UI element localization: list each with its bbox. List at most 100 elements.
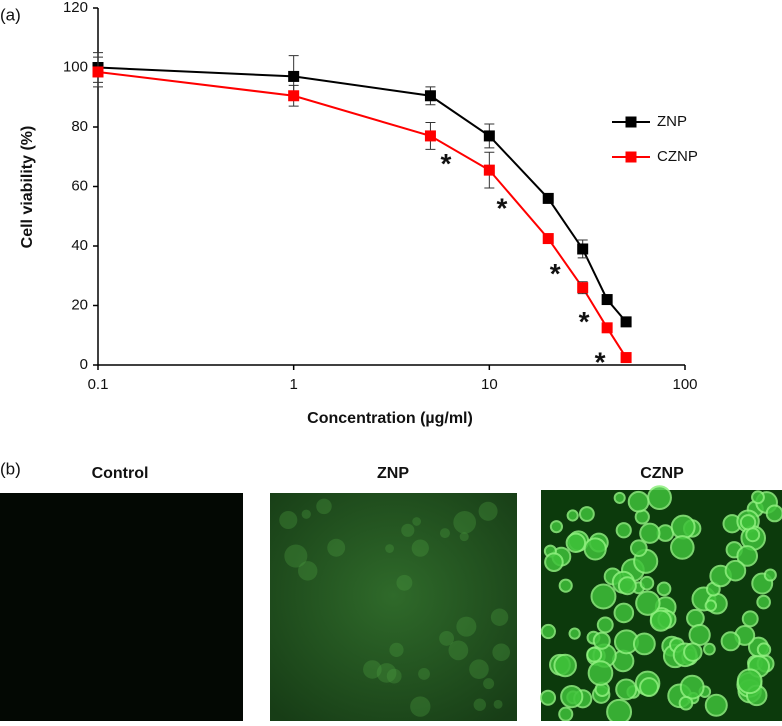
cell xyxy=(490,608,509,626)
y-tick-label: 0 xyxy=(80,356,88,373)
cell-dots xyxy=(279,485,782,725)
cell xyxy=(389,642,404,657)
marker xyxy=(577,243,589,255)
image-title: Control xyxy=(92,465,149,482)
cell xyxy=(679,674,705,700)
cell xyxy=(284,544,308,568)
cell xyxy=(456,616,477,637)
marker xyxy=(483,130,495,142)
cell xyxy=(297,561,318,581)
cell xyxy=(592,631,611,650)
cell xyxy=(448,640,469,661)
cell xyxy=(493,699,503,709)
cell xyxy=(751,490,765,505)
cell xyxy=(553,653,577,678)
marker xyxy=(542,192,554,204)
legend-label: ZNP xyxy=(657,113,687,130)
cell xyxy=(410,696,431,717)
image-title: CZNP xyxy=(640,465,684,482)
cell xyxy=(596,616,614,634)
cell xyxy=(327,538,346,557)
marker xyxy=(424,130,436,142)
cell xyxy=(627,490,650,513)
marker xyxy=(483,164,495,176)
cell xyxy=(615,678,638,701)
cell xyxy=(741,610,759,628)
cell xyxy=(649,609,672,632)
cell xyxy=(678,695,694,711)
cell xyxy=(629,539,648,558)
cell xyxy=(478,501,498,521)
cell xyxy=(720,631,741,652)
cell xyxy=(765,504,782,523)
series-line xyxy=(97,66,627,323)
marker xyxy=(288,90,300,102)
cell xyxy=(670,535,695,560)
cell xyxy=(558,578,573,593)
cell xyxy=(578,506,595,522)
x-tick-label: 0.1 xyxy=(88,376,109,393)
x-axis-label: Concentration (µg/ml) xyxy=(307,410,473,427)
series-line xyxy=(97,70,627,359)
y-tick-label: 120 xyxy=(63,0,88,16)
cell xyxy=(568,627,581,640)
annotation: * xyxy=(579,306,590,337)
control-image xyxy=(0,493,243,721)
cell xyxy=(418,668,430,680)
cell xyxy=(539,689,557,706)
cell xyxy=(385,544,395,553)
x-tick-label: 1 xyxy=(289,376,297,393)
cell xyxy=(549,520,564,534)
legend-marker xyxy=(625,151,637,163)
cell xyxy=(386,668,402,684)
cell xyxy=(473,698,486,711)
y-tick-label: 60 xyxy=(71,177,88,194)
cell xyxy=(279,510,298,530)
cell xyxy=(586,646,603,663)
annotation: * xyxy=(440,148,451,179)
cell xyxy=(756,642,772,657)
cell xyxy=(704,693,728,717)
annotation: * xyxy=(595,346,606,377)
cell xyxy=(469,659,489,680)
cell xyxy=(615,522,632,539)
cell xyxy=(703,642,716,656)
cell xyxy=(483,678,495,690)
marker xyxy=(424,90,436,102)
cell xyxy=(565,532,587,554)
cell xyxy=(590,583,617,610)
znp-image xyxy=(270,493,517,721)
annotation: * xyxy=(550,258,561,289)
legend-marker xyxy=(625,116,637,128)
cell xyxy=(639,522,661,544)
cell xyxy=(632,632,656,656)
y-axis-label: Cell viability (%) xyxy=(19,126,36,249)
y-tick-label: 20 xyxy=(71,296,88,313)
cell xyxy=(736,668,763,695)
cell xyxy=(453,511,477,534)
cell xyxy=(540,623,556,640)
cell xyxy=(606,698,633,725)
cell xyxy=(376,663,397,683)
cell xyxy=(439,528,450,539)
cell xyxy=(492,643,511,662)
cell xyxy=(670,514,696,540)
image-title: ZNP xyxy=(377,465,409,482)
cell xyxy=(656,581,672,597)
cell xyxy=(763,568,777,582)
cell xyxy=(736,545,759,567)
cell xyxy=(560,684,584,709)
x-tick-label: 100 xyxy=(672,376,697,393)
cell xyxy=(316,498,332,515)
marker xyxy=(92,66,104,78)
cell xyxy=(401,523,415,537)
y-tick-label: 100 xyxy=(63,58,88,75)
x-tick-label: 10 xyxy=(481,376,498,393)
marker xyxy=(288,70,300,82)
cell xyxy=(396,574,413,591)
panel-label: (b) xyxy=(0,459,21,478)
panel-label: (a) xyxy=(0,5,21,24)
marker xyxy=(620,316,632,328)
cell xyxy=(617,576,637,596)
